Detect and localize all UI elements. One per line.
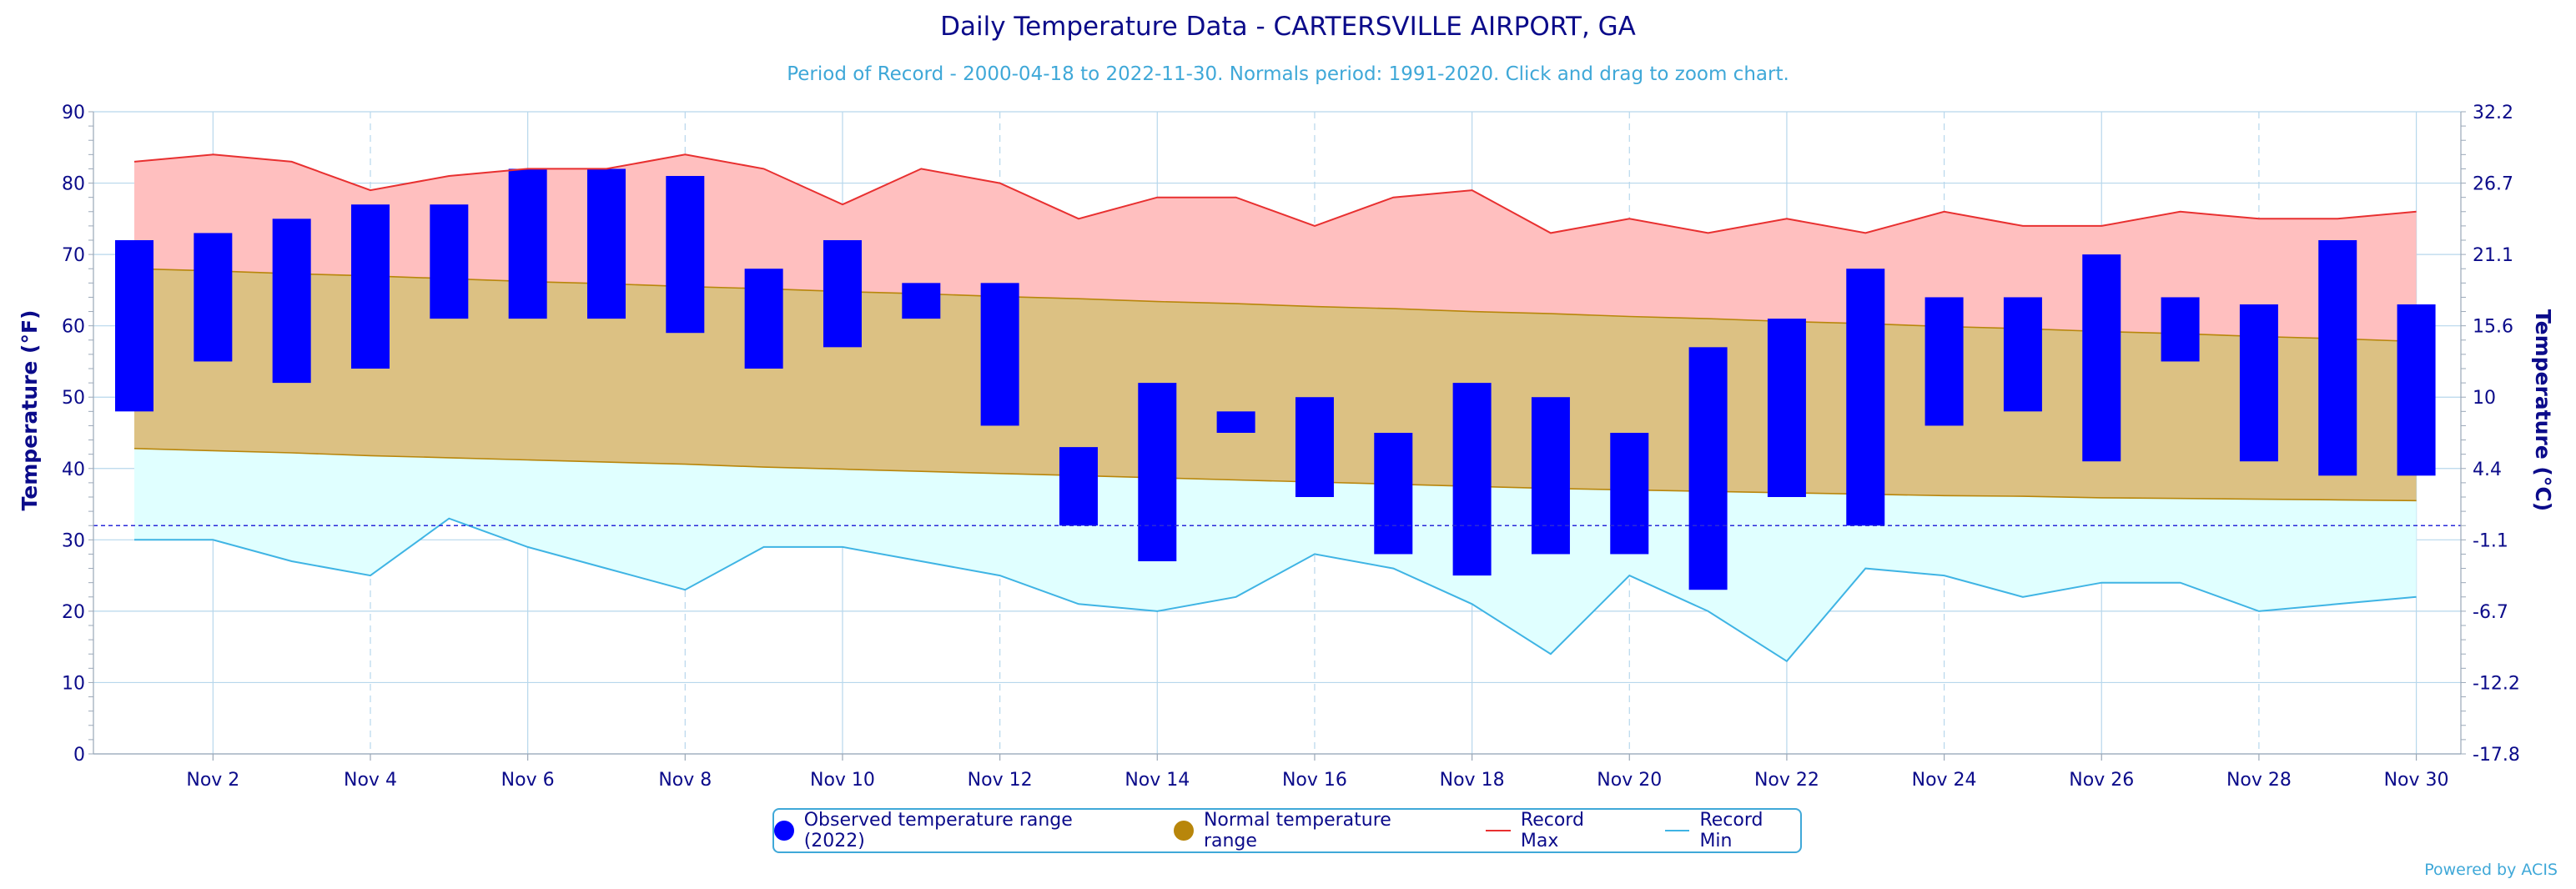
y-tick-label: 30	[62, 530, 85, 551]
x-tick-label: Nov 28	[2226, 770, 2292, 791]
observed-range-bar[interactable]	[2082, 254, 2121, 462]
y2-tick-label: -12.2	[2473, 673, 2520, 694]
x-tick-label: Nov 12	[968, 770, 1033, 791]
y-tick-label: 80	[62, 174, 85, 195]
observed-range-bar[interactable]	[2318, 240, 2357, 476]
legend-label-observed: Observed temperature range (2022)	[803, 810, 1073, 851]
observed-range-bar[interactable]	[902, 283, 941, 319]
observed-range-bar[interactable]	[1767, 319, 1806, 497]
acis-credit-link[interactable]: Powered by ACIS	[2424, 861, 2558, 879]
x-tick-label: Nov 26	[2069, 770, 2134, 791]
observed-range-bar[interactable]	[980, 283, 1019, 426]
observed-range-bar[interactable]	[1846, 269, 1885, 526]
y-tick-label: 60	[62, 317, 85, 338]
observed-range-bar[interactable]	[350, 204, 390, 369]
x-tick-label: Nov 2	[186, 770, 239, 791]
x-tick-label: Nov 6	[501, 770, 555, 791]
y2-tick-label: 26.7	[2473, 174, 2513, 195]
legend-label-record-min: Record Min	[1699, 810, 1763, 851]
observed-range-bar[interactable]	[666, 176, 705, 334]
record-min-line	[134, 517, 2417, 663]
area-layer	[133, 154, 2417, 661]
observed-range-bar[interactable]	[272, 218, 311, 384]
record-lines	[93, 153, 2461, 663]
record-min-band	[134, 448, 2417, 661]
x-tick-label: Nov 20	[1597, 770, 1662, 791]
x-tick-label: Nov 16	[1282, 770, 1347, 791]
observed-range-bar[interactable]	[744, 269, 783, 369]
x-tick-label: Nov 10	[810, 770, 875, 791]
legend-label-normal: Normal temperature range	[1203, 810, 1391, 851]
legend-item-record-min[interactable]: Record Min	[1664, 810, 1800, 851]
observed-range-bar[interactable]	[2003, 297, 2042, 412]
x-tick-label: Nov 24	[1912, 770, 1977, 791]
observed-range-bar[interactable]	[1138, 383, 1177, 561]
legend-item-observed[interactable]: Observed temperature range (2022)	[774, 810, 1135, 851]
observed-range-bar[interactable]	[586, 168, 626, 319]
observed-range-bar[interactable]	[1216, 411, 1255, 433]
observed-range-bar[interactable]	[2239, 304, 2278, 462]
x-tick-label: Nov 30	[2384, 770, 2449, 791]
chart-subtitle: Period of Record - 2000-04-18 to 2022-11…	[787, 63, 1789, 85]
axis-layer: 0 -17.8 10 -12.2 20 -6.7 30 -1.1 40 4.4 50 10 60 15.6…	[62, 103, 2520, 791]
observed-range-bar[interactable]	[1059, 447, 1098, 526]
chart-legend: Observed temperature range (2022) Normal…	[772, 808, 1802, 853]
record-max-line-icon	[1486, 830, 1511, 831]
y2-tick-label: 4.4	[2473, 460, 2502, 480]
x-tick-label: Nov 22	[1754, 770, 1819, 791]
y2-tick-label: 15.6	[2473, 317, 2513, 338]
observed-range-bar[interactable]	[1531, 397, 1570, 555]
legend-label-record-max: Record Max	[1520, 810, 1584, 851]
y2-tick-label: 32.2	[2473, 103, 2513, 123]
y2-axis-title: Temperature (°C)	[2531, 309, 2555, 511]
x-tick-label: Nov 4	[344, 770, 397, 791]
chart-title: Daily Temperature Data - CARTERSVILLE AI…	[940, 12, 1636, 42]
record-min-line-icon	[1664, 830, 1690, 831]
observed-bars[interactable]	[115, 168, 2436, 590]
observed-range-bar[interactable]	[1688, 347, 1728, 590]
observed-dot-icon	[774, 821, 794, 841]
observed-range-bar[interactable]	[2397, 304, 2436, 476]
y-tick-label: 90	[62, 103, 85, 123]
normal-range-band	[134, 269, 2417, 501]
observed-range-bar[interactable]	[508, 168, 547, 319]
x-tick-label: Nov 18	[1440, 770, 1505, 791]
observed-range-bar[interactable]	[1452, 383, 1492, 576]
y2-tick-label: -17.8	[2473, 745, 2520, 766]
y-tick-label: 0	[73, 745, 85, 766]
observed-range-bar[interactable]	[1374, 433, 1413, 555]
legend-item-normal[interactable]: Normal temperature range	[1174, 810, 1447, 851]
observed-range-bar[interactable]	[823, 240, 862, 348]
y-tick-label: 40	[62, 460, 85, 480]
y-tick-label: 50	[62, 388, 85, 409]
record-max-line	[133, 153, 2417, 234]
observed-range-bar[interactable]	[115, 240, 153, 412]
normal-dot-icon	[1174, 821, 1194, 841]
observed-range-bar[interactable]	[2161, 297, 2200, 362]
observed-range-bar[interactable]	[194, 233, 233, 362]
y-tick-label: 70	[62, 245, 85, 266]
observed-range-bar[interactable]	[430, 204, 469, 319]
x-tick-label: Nov 8	[658, 770, 712, 791]
y-tick-label: 20	[62, 602, 85, 623]
legend-item-record-max[interactable]: Record Max	[1486, 810, 1627, 851]
y2-tick-label: 21.1	[2473, 245, 2513, 266]
y2-tick-label: -1.1	[2473, 530, 2508, 551]
observed-range-bar[interactable]	[1295, 397, 1334, 497]
y2-tick-label: -6.7	[2473, 602, 2508, 623]
observed-range-bar[interactable]	[1610, 433, 1649, 555]
x-tick-label: Nov 14	[1124, 770, 1190, 791]
record-max-band	[134, 154, 2417, 342]
y-axis-title: Temperature (°F)	[18, 310, 42, 511]
y-tick-label: 10	[62, 673, 85, 694]
observed-range-bar[interactable]	[1924, 297, 1964, 426]
y2-tick-label: 10	[2473, 388, 2496, 409]
normal-low-line	[133, 448, 2417, 502]
